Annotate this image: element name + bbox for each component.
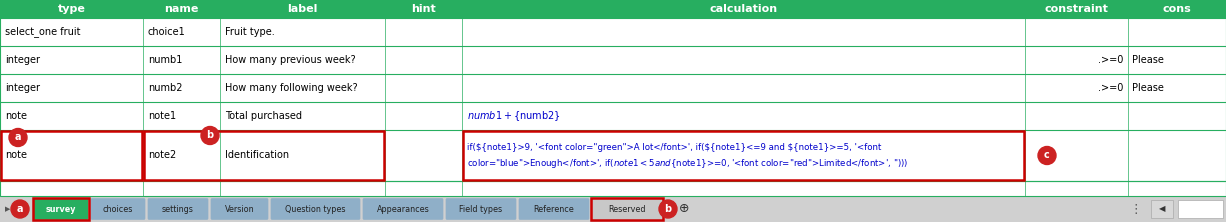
Text: choices: choices — [103, 204, 134, 214]
Text: Appearances: Appearances — [376, 204, 429, 214]
Text: note: note — [5, 151, 27, 161]
Text: Please: Please — [1132, 83, 1163, 93]
Text: b: b — [664, 204, 672, 214]
Text: c: c — [1045, 151, 1049, 161]
Text: calculation: calculation — [710, 4, 777, 14]
Bar — [143, 131, 384, 180]
Text: color="blue">Enough</font>', if(${note1}<5 and ${note1}>=0, '<font color="red">L: color="blue">Enough</font>', if(${note1}… — [467, 157, 908, 170]
Bar — [0, 181, 1226, 196]
Text: integer: integer — [5, 55, 40, 65]
Text: cons: cons — [1162, 4, 1192, 14]
Text: Version: Version — [224, 204, 254, 214]
Bar — [0, 0, 1226, 18]
Bar — [0, 102, 1226, 130]
Text: note: note — [5, 111, 27, 121]
Text: note1: note1 — [148, 111, 177, 121]
Text: Total purchased: Total purchased — [226, 111, 302, 121]
FancyBboxPatch shape — [34, 199, 88, 219]
FancyBboxPatch shape — [148, 199, 208, 219]
Bar — [0, 18, 1226, 46]
Bar — [1, 131, 142, 180]
Text: Reserved: Reserved — [608, 204, 646, 214]
FancyBboxPatch shape — [519, 199, 588, 219]
Bar — [591, 198, 663, 220]
Bar — [1178, 200, 1224, 218]
Bar — [0, 74, 1226, 102]
Circle shape — [660, 200, 677, 218]
Circle shape — [9, 129, 27, 147]
Text: How many following week?: How many following week? — [226, 83, 358, 93]
Circle shape — [1038, 147, 1056, 165]
Bar — [0, 130, 1226, 181]
Text: choice1: choice1 — [148, 27, 186, 37]
Text: numb1: numb1 — [148, 55, 183, 65]
FancyBboxPatch shape — [271, 199, 360, 219]
Bar — [463, 131, 1024, 180]
Text: settings: settings — [162, 204, 194, 214]
FancyBboxPatch shape — [446, 199, 516, 219]
Circle shape — [11, 200, 29, 218]
Bar — [1151, 200, 1173, 218]
Text: label: label — [287, 4, 318, 14]
Text: Reference: Reference — [533, 204, 574, 214]
Text: type: type — [58, 4, 86, 14]
Text: Question types: Question types — [286, 204, 346, 214]
Bar — [0, 46, 1226, 74]
Text: .>=0: .>=0 — [1097, 83, 1123, 93]
Circle shape — [201, 127, 219, 145]
Text: Please: Please — [1132, 55, 1163, 65]
Text: ◀: ◀ — [1159, 204, 1165, 214]
Text: select_one fruit: select_one fruit — [5, 27, 81, 38]
Text: constraint: constraint — [1045, 4, 1108, 14]
Text: b: b — [206, 131, 213, 141]
Text: if(${note1}>9, '<font color="green">A lot</font>', if(${note1}<=9 and ${note1}>=: if(${note1}>9, '<font color="green">A lo… — [467, 143, 881, 152]
FancyBboxPatch shape — [592, 199, 662, 219]
Text: .>=0: .>=0 — [1097, 55, 1123, 65]
Text: hint: hint — [411, 4, 436, 14]
Text: survey: survey — [45, 204, 76, 214]
Bar — [0, 0, 1226, 181]
Bar — [33, 198, 89, 220]
Text: ▶: ▶ — [5, 206, 11, 212]
Bar — [0, 196, 1226, 222]
Text: ⋮: ⋮ — [1129, 202, 1143, 216]
Text: a: a — [17, 204, 23, 214]
Text: Fruit type.: Fruit type. — [226, 27, 275, 37]
Text: name: name — [164, 4, 199, 14]
FancyBboxPatch shape — [363, 199, 443, 219]
Text: ⊕: ⊕ — [679, 202, 689, 216]
FancyBboxPatch shape — [91, 199, 145, 219]
Bar — [0, 0, 1226, 196]
Text: Identification: Identification — [226, 151, 289, 161]
Text: How many previous week?: How many previous week? — [226, 55, 356, 65]
Text: a: a — [15, 133, 21, 143]
Text: ${numb1} + ${numb2}: ${numb1} + ${numb2} — [467, 109, 560, 123]
Text: Field types: Field types — [460, 204, 503, 214]
FancyBboxPatch shape — [211, 199, 268, 219]
Text: numb2: numb2 — [148, 83, 183, 93]
Text: integer: integer — [5, 83, 40, 93]
Text: note2: note2 — [148, 151, 177, 161]
